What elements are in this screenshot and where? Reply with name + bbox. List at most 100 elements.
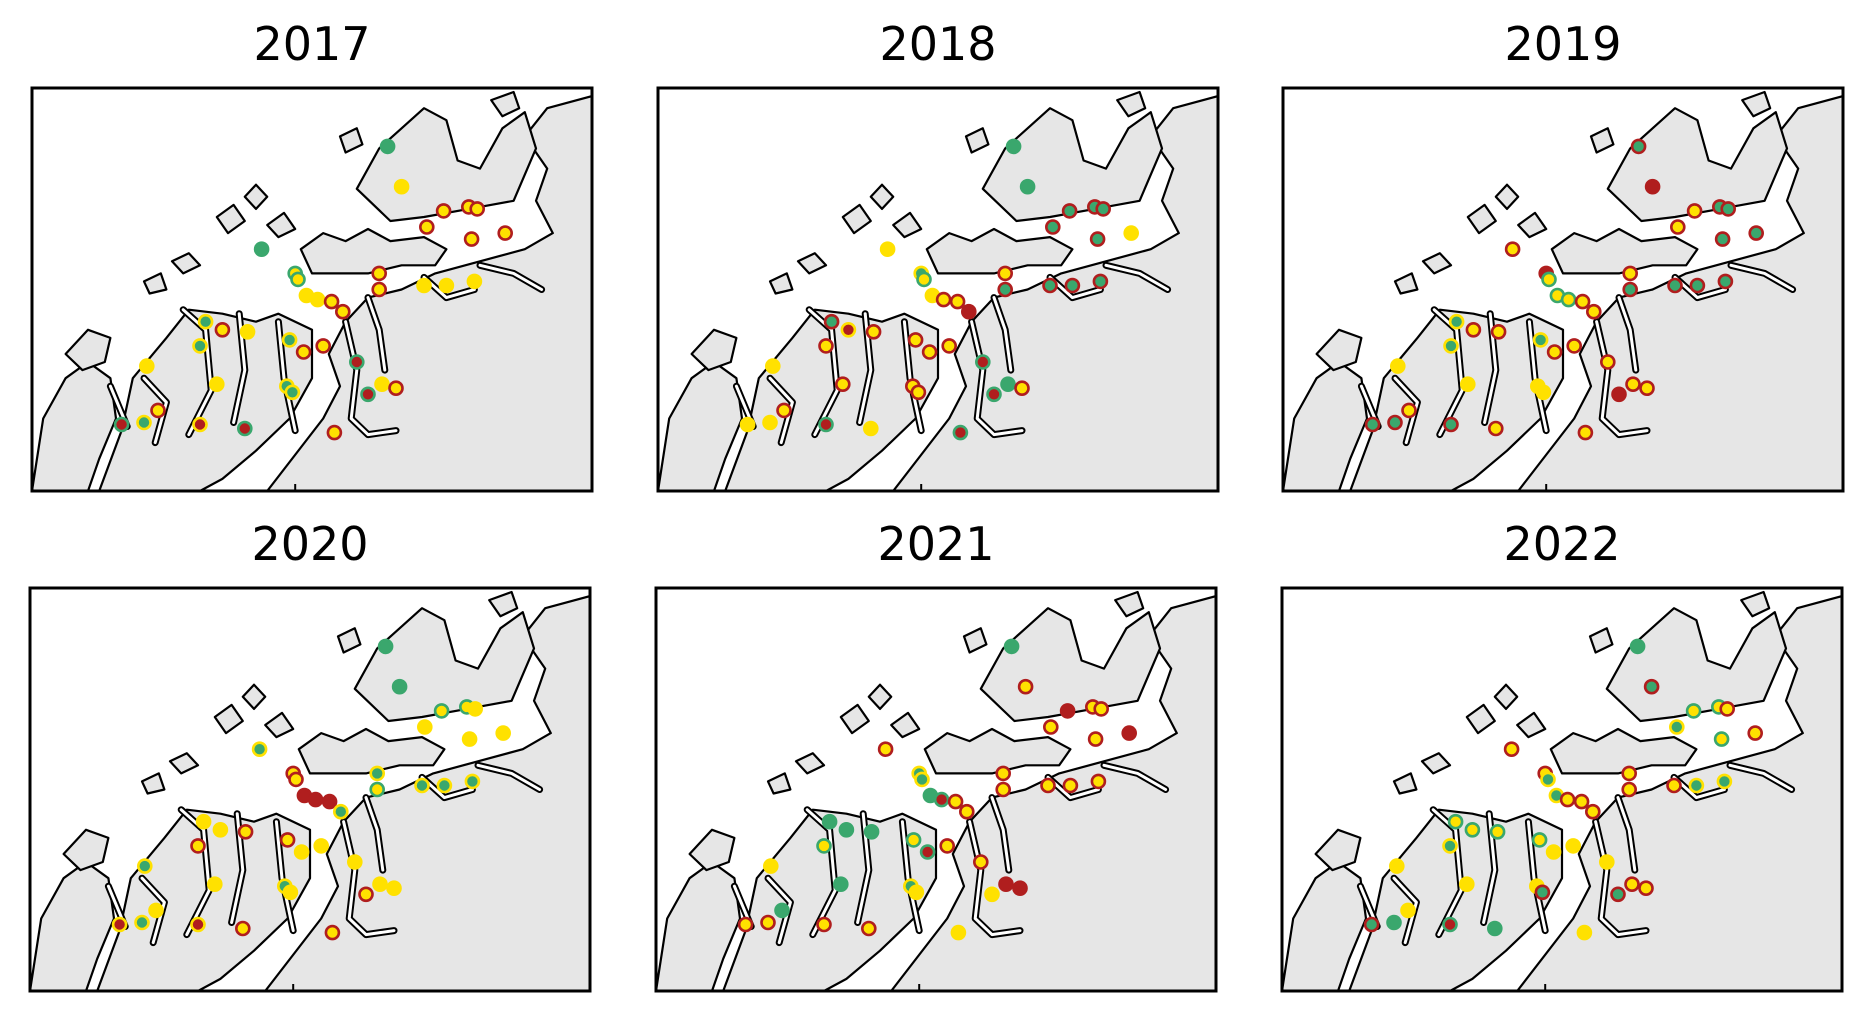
site-marker: [346, 854, 363, 870]
site-marker: [905, 832, 922, 848]
site-marker: [1599, 354, 1616, 370]
site-marker: [209, 376, 225, 393]
site-marker: [1622, 265, 1639, 282]
site-marker: [879, 241, 896, 257]
land-shape-6: [213, 703, 244, 735]
site-marker: [1061, 203, 1078, 219]
land-shape-12: [1740, 590, 1771, 618]
site-marker: [921, 344, 938, 360]
site-marker: [281, 332, 298, 348]
site-marker: [916, 271, 932, 288]
site-marker: [360, 386, 376, 403]
panel-title-2021: 2021: [877, 517, 995, 571]
land-shape-9: [1392, 772, 1418, 795]
land-shape-5: [1314, 828, 1362, 872]
site-marker: [1044, 219, 1061, 235]
site-marker: [1638, 880, 1654, 897]
land-shape-0: [890, 595, 1216, 991]
site-marker: [1400, 902, 1416, 919]
land-shape-12: [488, 590, 519, 618]
fjord-7: [1392, 876, 1418, 945]
site-marker: [1610, 886, 1626, 903]
site-marker: [1541, 271, 1557, 288]
site-marker: [1532, 332, 1549, 348]
site-marker: [416, 719, 433, 735]
site-marker: [995, 765, 1012, 782]
land-shape-8: [794, 752, 826, 775]
site-marker: [933, 791, 950, 808]
land-shape-10: [1516, 711, 1547, 739]
site-marker: [1621, 781, 1638, 798]
site-marker: [414, 777, 430, 794]
site-marker: [1443, 338, 1459, 354]
land-shape-4: [30, 860, 116, 991]
site-marker: [293, 844, 310, 860]
site-marker: [1014, 380, 1030, 397]
site-marker: [235, 920, 251, 937]
land-shape-6: [1465, 703, 1496, 735]
site-marker: [1714, 231, 1731, 247]
site-marker: [1489, 824, 1506, 840]
site-marker: [739, 416, 756, 433]
land-shape-6: [841, 203, 872, 235]
site-marker: [1442, 838, 1458, 854]
land-shape-2: [299, 227, 448, 275]
site-marker: [907, 332, 924, 348]
site-marker: [111, 916, 128, 933]
site-marker: [960, 303, 977, 320]
site-marker: [323, 293, 340, 310]
fjord-2: [1527, 320, 1548, 433]
site-marker: [195, 813, 212, 830]
site-marker: [1534, 884, 1551, 901]
site-marker: [865, 324, 882, 340]
map-frame: [28, 586, 592, 993]
site-marker: [435, 203, 452, 219]
site-marker: [908, 884, 925, 901]
site-marker: [324, 924, 341, 941]
site-marker: [150, 402, 166, 419]
land-shape-9: [766, 772, 792, 795]
site-marker: [1713, 731, 1730, 747]
site-marker: [995, 781, 1012, 798]
site-marker: [464, 773, 481, 790]
site-marker: [212, 822, 229, 838]
land-shape-5: [688, 828, 736, 872]
site-marker: [1622, 281, 1639, 298]
site-marker: [1387, 414, 1403, 431]
site-marker: [469, 201, 486, 217]
site-marker: [1092, 273, 1109, 290]
site-marker: [1364, 416, 1381, 433]
land-shape-2: [1550, 227, 1699, 275]
land-shape-10: [266, 211, 297, 239]
land-shape-7: [1493, 683, 1519, 711]
land-shape-2: [1549, 727, 1698, 775]
fjord-6: [1102, 763, 1168, 791]
fjord-7: [766, 876, 792, 945]
site-marker: [433, 703, 450, 719]
panel-title-2020: 2020: [251, 517, 369, 571]
site-marker: [950, 924, 967, 941]
site-marker: [461, 731, 478, 747]
site-marker: [840, 322, 857, 338]
fjord-4: [1616, 796, 1637, 872]
site-marker: [438, 277, 455, 294]
land-shape-12: [1114, 590, 1145, 618]
site-marker: [371, 265, 388, 282]
site-marker: [939, 838, 956, 854]
site-marker: [1000, 376, 1016, 393]
land-shape-2: [923, 727, 1072, 775]
site-marker: [416, 277, 432, 294]
site-marker: [358, 886, 374, 903]
site-marker: [1576, 924, 1593, 941]
site-marker: [998, 876, 1014, 893]
site-marker: [134, 914, 150, 931]
site-marker: [463, 231, 480, 247]
panel-title-2022: 2022: [1503, 517, 1621, 571]
site-marker: [1363, 916, 1380, 933]
site-marker: [497, 225, 514, 241]
land-shape-7: [1494, 183, 1520, 211]
land-shape-10: [264, 711, 295, 739]
fjord-2: [902, 320, 923, 433]
site-marker: [1459, 876, 1475, 893]
site-marker: [958, 803, 975, 820]
